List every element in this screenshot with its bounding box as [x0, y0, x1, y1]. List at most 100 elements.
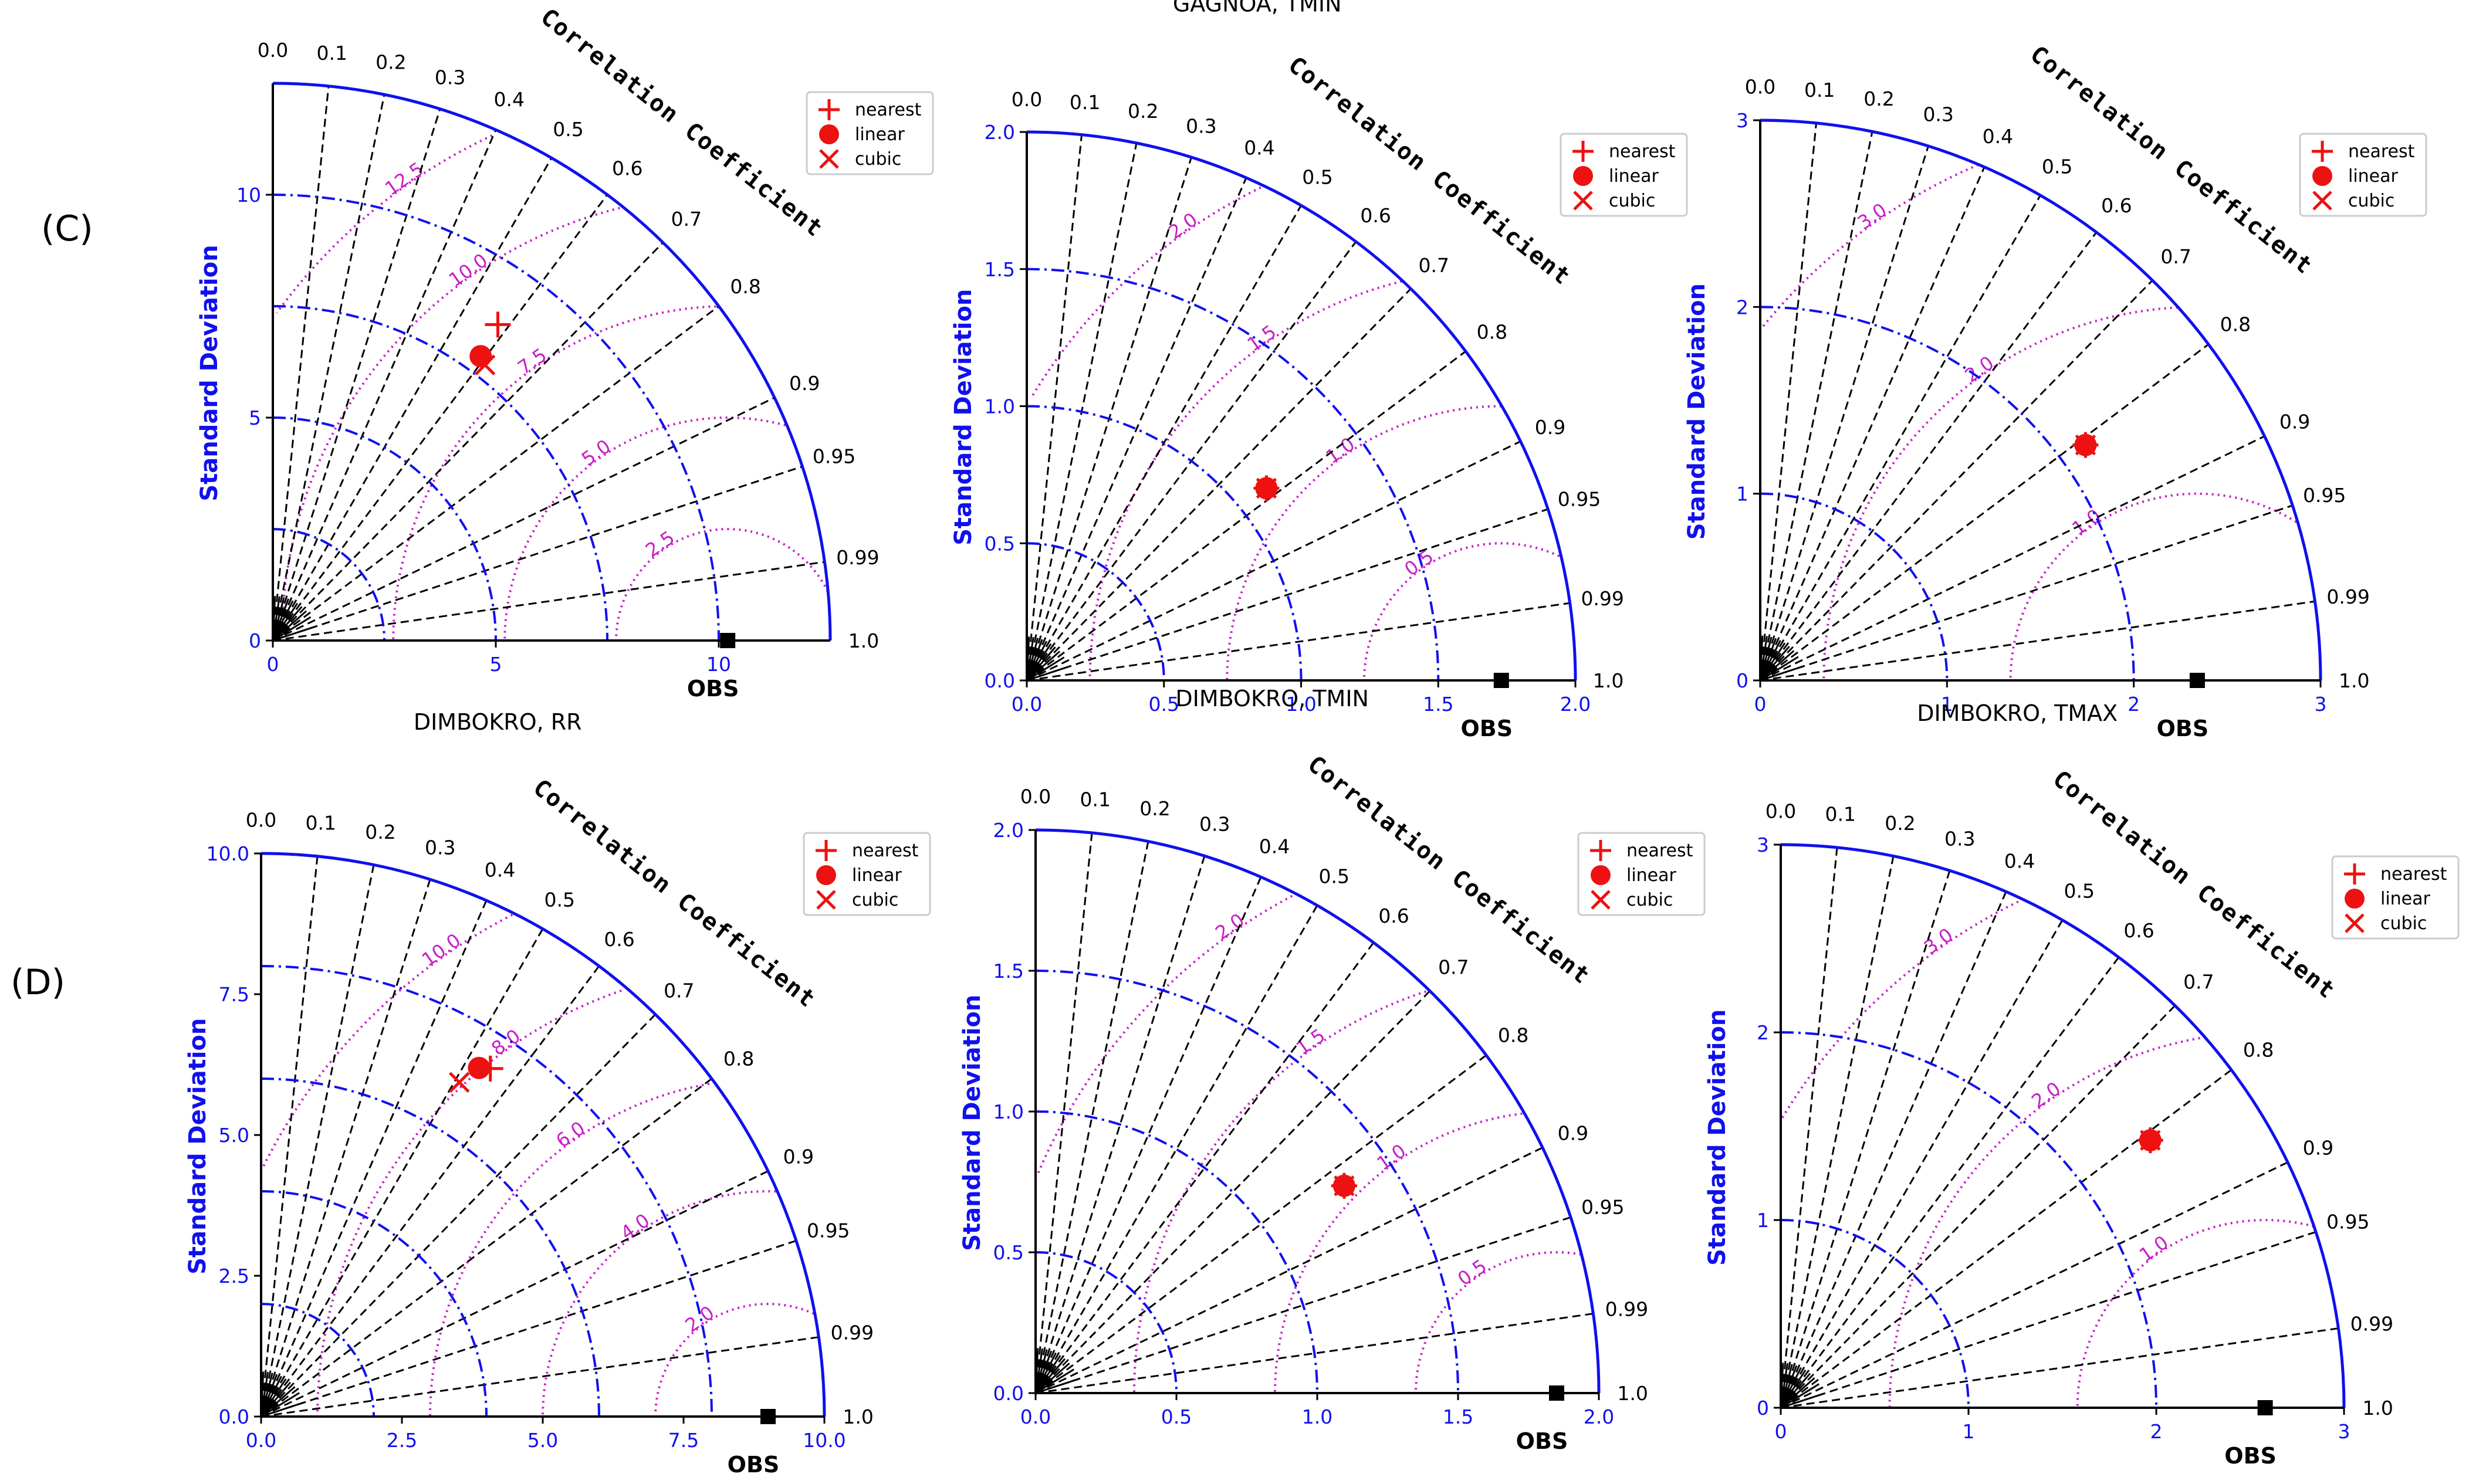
correlation-tick-label: 0.4: [494, 88, 525, 111]
x-tick-label: 1: [1941, 693, 1953, 716]
legend-label: nearest: [852, 841, 919, 861]
rms-contour: [1133, 990, 1427, 1394]
y-axis-label: Standard Deviation: [1683, 283, 1710, 540]
legend-icon-linear: [2345, 889, 2365, 909]
correlation-tick-label: 0.95: [2303, 484, 2346, 507]
rms-contour: [1226, 405, 1501, 681]
origin-tick: [272, 616, 312, 642]
correlation-tick-label: 0.6: [1360, 204, 1391, 227]
x-tick-label: 1: [1963, 1420, 1975, 1443]
x-tick-label: 5: [490, 653, 502, 676]
x-tick-label: 0.5: [1149, 693, 1179, 716]
correlation-tick-label: 0.6: [604, 928, 634, 951]
legend-label: nearest: [855, 100, 922, 120]
obs-marker: [1549, 1385, 1564, 1401]
x-tick-label: 2.0: [1560, 693, 1591, 716]
outer-arc: [1760, 118, 2322, 681]
correlation-tick-label: 0.4: [1259, 835, 1290, 858]
correlation-tick-label: 0.9: [1558, 1122, 1588, 1144]
correlation-tick-label: 0.99: [2350, 1312, 2393, 1335]
correlation-tick-label: 0.0: [258, 39, 288, 62]
correlation-tick-label: 0.7: [671, 208, 702, 231]
correlation-tick-label: 0.3: [1944, 827, 1975, 850]
correlation-tick-label: 0.5: [553, 118, 583, 141]
outer-arc: [272, 82, 832, 641]
correlation-line: [1026, 602, 1570, 682]
correlation-tick-label: 0.0: [1745, 76, 1775, 99]
correlation-tick-label: 0.2: [1885, 812, 1915, 835]
point-linear: [469, 345, 492, 368]
correlation-line: [272, 465, 803, 642]
rms-label: 5.0: [577, 435, 614, 470]
correlation-tick-label: 0.0: [1012, 88, 1042, 111]
correlation-line: [1034, 876, 1262, 1394]
y-tick-label: 0: [1736, 669, 1748, 692]
correlation-tick-label: 1.0: [1593, 669, 1624, 692]
rms-label: 8.0: [487, 1025, 524, 1060]
legend-label: cubic: [855, 149, 901, 170]
chart-title: GAGNOA, TMAX: [1907, 0, 2084, 2]
taylor-chart-gagnoa-tmax: 1.0 2.0 3.0 00 1 1 2 2 3 3 0.0 0.1 0.2 0.3 0.4 0.5 0.6 0.…: [1683, 0, 2427, 741]
correlation-line: [272, 242, 664, 642]
correlation-tick-label: 0.5: [1319, 865, 1350, 888]
y-tick-label: 10: [236, 184, 261, 206]
std-arc: [261, 1078, 600, 1417]
y-tick-label: 1.5: [993, 960, 1024, 982]
std-arc: [1035, 1251, 1178, 1394]
correlation-tick-label: 0.9: [2279, 411, 2310, 433]
correlation-tick-label: 0.5: [1302, 166, 1332, 189]
legend-label: nearest: [2348, 141, 2415, 162]
origin-tick: [272, 606, 303, 641]
origin-tick: [1034, 1358, 1066, 1394]
rms-label: 0.5: [1453, 1255, 1490, 1290]
rms-label: 12.5: [381, 158, 428, 200]
correlation-line: [1026, 508, 1548, 682]
chart-title: DIMBOKRO, TMAX: [1917, 700, 2118, 726]
origin-tick: [272, 610, 307, 642]
x-tick-label: 10: [706, 653, 731, 676]
correlation-tick-label: 0.8: [2243, 1038, 2274, 1061]
obs-label: OBS: [1460, 716, 1513, 741]
y-tick-label: 1.0: [985, 395, 1015, 418]
correlation-tick-label: 0.0: [246, 808, 276, 831]
std-arc: [261, 1303, 375, 1417]
std-arc: [1035, 970, 1459, 1394]
correlation-line: [1759, 123, 1817, 681]
point-cubic: [1256, 477, 1277, 499]
correlation-tick-label: 0.7: [1419, 254, 1449, 277]
origin-tick: [260, 1378, 287, 1417]
rms-label: 2.5: [641, 526, 678, 561]
obs-label: OBS: [728, 1452, 780, 1478]
taylor-chart-gagnoa-tmin: 0.51.01.52.00.00.00.50.51.01.01.51.52.02…: [950, 0, 1688, 741]
rms-label: 10.0: [445, 249, 492, 291]
correlation-line: [1780, 847, 1838, 1408]
chart-title: GAGNOA, TMIN: [1173, 0, 1342, 16]
rms-contour: [276, 134, 493, 314]
correlation-tick-label: 0.2: [365, 821, 395, 843]
std-arc: [261, 1190, 488, 1417]
std-arc: [1026, 542, 1165, 681]
correlation-tick-label: 0.8: [730, 275, 760, 298]
rms-contour: [1363, 542, 1560, 681]
obs-label: OBS: [2157, 716, 2209, 741]
y-tick-label: 5.0: [219, 1124, 249, 1147]
rms-label: 1.5: [1243, 320, 1280, 355]
rms-contour: [429, 1082, 710, 1417]
std-arc: [272, 194, 720, 641]
y-tick-label: 3: [1757, 834, 1769, 856]
x-tick-label: 0.0: [1012, 693, 1042, 716]
std-arc: [1035, 1110, 1318, 1394]
legend-label: cubic: [1609, 191, 1655, 211]
correlation-tick-label: 0.1: [306, 812, 336, 835]
y-tick-label: 7.5: [219, 983, 249, 1006]
correlation-line: [272, 194, 608, 641]
legend-label: linear: [855, 124, 905, 145]
y-axis-label: Standard Deviation: [950, 289, 977, 546]
y-tick-label: 2: [1757, 1021, 1769, 1044]
x-tick-label: 3: [2338, 1420, 2350, 1443]
std-arc: [1780, 1219, 1970, 1408]
legend-icon-nearest: [819, 99, 840, 120]
origin-tick: [1026, 646, 1056, 681]
rms-label: 3.0: [1854, 199, 1890, 234]
correlation-line: [1760, 435, 2265, 682]
